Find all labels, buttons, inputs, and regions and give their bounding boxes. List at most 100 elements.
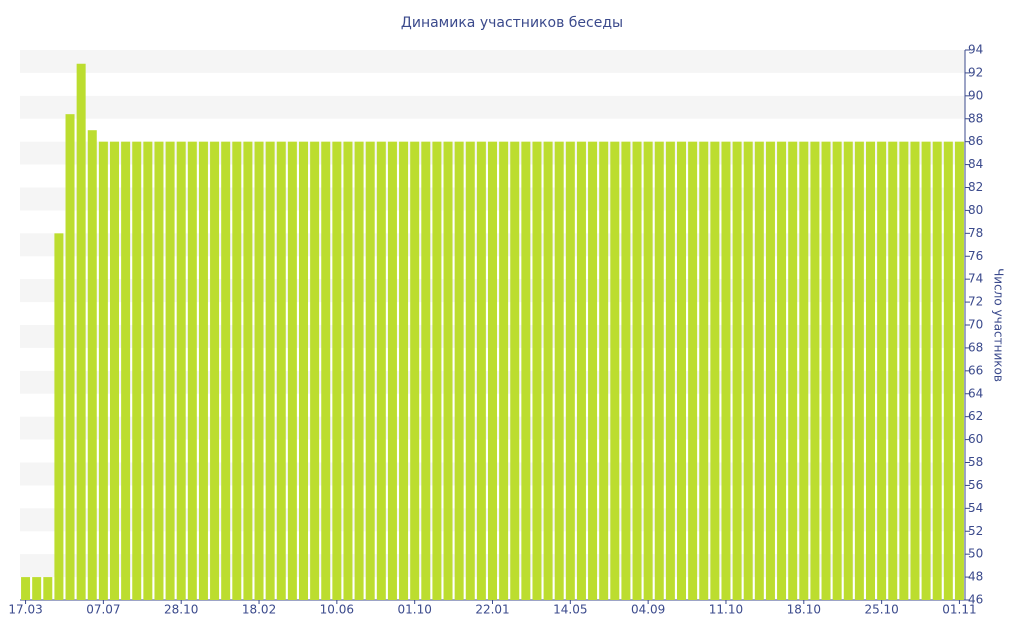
x-tick-label: 07.07 bbox=[86, 603, 120, 617]
bar bbox=[65, 114, 75, 601]
bar bbox=[565, 141, 575, 600]
bar bbox=[632, 141, 642, 600]
y-tick-label: 72 bbox=[968, 295, 983, 309]
bar bbox=[276, 141, 286, 600]
grid-band bbox=[20, 95, 965, 119]
bar bbox=[866, 141, 875, 600]
bar bbox=[243, 141, 253, 600]
bar bbox=[954, 141, 964, 600]
bar bbox=[43, 577, 53, 600]
bar bbox=[510, 141, 520, 600]
y-tick-label: 80 bbox=[968, 203, 983, 217]
bar bbox=[532, 141, 542, 600]
bar bbox=[165, 141, 175, 600]
bar bbox=[376, 141, 386, 600]
bar bbox=[621, 141, 631, 600]
y-tick-label: 84 bbox=[968, 157, 983, 171]
bar bbox=[421, 141, 431, 600]
bar bbox=[332, 141, 342, 600]
bar bbox=[888, 141, 898, 600]
y-tick-label: 74 bbox=[968, 272, 983, 286]
bar bbox=[32, 577, 42, 600]
bar bbox=[187, 141, 197, 600]
bar bbox=[443, 141, 453, 600]
bar bbox=[554, 141, 564, 600]
bar bbox=[732, 141, 742, 600]
bar bbox=[754, 141, 764, 600]
y-axis-title: Число участников bbox=[992, 268, 1006, 382]
y-tick-label: 70 bbox=[968, 318, 983, 332]
bar bbox=[76, 63, 86, 600]
bar bbox=[343, 141, 353, 600]
bar bbox=[465, 141, 475, 600]
bar bbox=[176, 141, 186, 600]
bar bbox=[777, 141, 787, 600]
bar bbox=[699, 141, 709, 600]
bar bbox=[21, 577, 31, 600]
y-tick-label: 88 bbox=[968, 111, 983, 125]
y-tick-label: 64 bbox=[968, 386, 983, 400]
bar bbox=[821, 141, 831, 600]
grid-band bbox=[20, 50, 965, 73]
bar bbox=[665, 141, 675, 600]
x-tick-label: 18.10 bbox=[787, 603, 821, 617]
bar bbox=[254, 141, 264, 600]
y-tick-label: 66 bbox=[968, 363, 983, 377]
bar bbox=[365, 141, 375, 600]
y-tick-label: 82 bbox=[968, 180, 983, 194]
bar bbox=[143, 141, 153, 600]
bar bbox=[265, 141, 275, 600]
x-tick-label: 25.10 bbox=[864, 603, 898, 617]
bar bbox=[943, 141, 953, 600]
y-tick-label: 54 bbox=[968, 501, 983, 515]
bar bbox=[710, 141, 720, 600]
bar bbox=[688, 141, 698, 600]
bar bbox=[854, 141, 864, 600]
bar bbox=[921, 141, 931, 600]
y-tick-label: 68 bbox=[968, 340, 983, 354]
y-tick-label: 86 bbox=[968, 134, 983, 148]
bar bbox=[643, 141, 653, 600]
bar bbox=[54, 233, 64, 601]
bar bbox=[588, 141, 598, 600]
bar bbox=[599, 141, 609, 600]
bar bbox=[877, 141, 887, 600]
bar bbox=[110, 141, 119, 600]
bar bbox=[287, 141, 297, 600]
bar bbox=[387, 141, 397, 600]
y-tick-label: 52 bbox=[968, 524, 983, 538]
bar bbox=[721, 141, 731, 600]
bar bbox=[488, 141, 497, 600]
bar bbox=[899, 141, 909, 600]
y-tick-label: 46 bbox=[968, 593, 983, 607]
bar bbox=[610, 141, 620, 600]
x-tick-label: 14.05 bbox=[553, 603, 587, 617]
y-tick-label: 94 bbox=[968, 43, 983, 57]
y-tick-label: 56 bbox=[968, 478, 983, 492]
bar bbox=[154, 141, 164, 600]
x-tick-label: 10.06 bbox=[320, 603, 354, 617]
bar bbox=[677, 141, 686, 600]
bar bbox=[454, 141, 464, 600]
bar bbox=[799, 141, 809, 600]
bar bbox=[321, 141, 331, 600]
x-tick-label: 17.03 bbox=[8, 603, 42, 617]
bar bbox=[932, 141, 942, 600]
y-tick-label: 76 bbox=[968, 249, 983, 263]
bar bbox=[743, 141, 753, 600]
bar bbox=[788, 141, 798, 600]
y-tick-label: 60 bbox=[968, 432, 983, 446]
x-tick-label: 18.02 bbox=[242, 603, 276, 617]
bar bbox=[399, 141, 409, 600]
bar bbox=[832, 141, 842, 600]
y-tick-label: 90 bbox=[968, 88, 983, 102]
bar bbox=[310, 141, 320, 600]
y-tick-label: 62 bbox=[968, 409, 983, 423]
bar bbox=[121, 141, 131, 600]
bar bbox=[654, 141, 664, 600]
x-tick-label: 01.10 bbox=[397, 603, 431, 617]
y-tick-label: 92 bbox=[968, 65, 983, 79]
bar bbox=[299, 141, 308, 600]
bar bbox=[132, 141, 142, 600]
